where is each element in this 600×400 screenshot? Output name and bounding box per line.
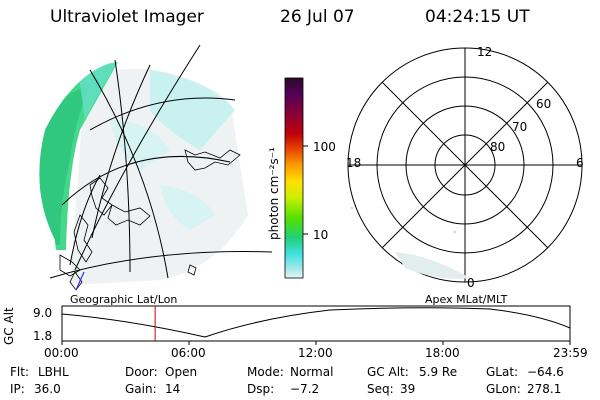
status-dsp-value: −7.2 bbox=[290, 382, 320, 396]
geographic-caption: Geographic Lat/Lon bbox=[70, 293, 178, 306]
status-glat-key: GLat: bbox=[486, 365, 519, 379]
status-ip-key: IP: bbox=[10, 382, 25, 396]
mlat-label-70: 70 bbox=[512, 120, 528, 134]
time-tick-1200: 12:00 bbox=[298, 346, 333, 360]
time-label: 04:24:15 UT bbox=[425, 7, 530, 27]
status-door-key: Door: bbox=[125, 365, 158, 379]
status-glon-value: 278.1 bbox=[527, 382, 562, 396]
mlat-label-60: 60 bbox=[536, 97, 552, 111]
status-glon-key: GLon: bbox=[486, 382, 521, 396]
mlat-label-80: 80 bbox=[490, 140, 506, 154]
status-ip-value: 36.0 bbox=[34, 382, 61, 396]
altitude-tick-bottom: 1.8 bbox=[33, 329, 53, 343]
mlt-label-12: 12 bbox=[477, 45, 493, 59]
status-glat-value: −64.6 bbox=[527, 365, 564, 379]
status-seq-value: 39 bbox=[400, 382, 416, 396]
time-tick-2359: 23:59 bbox=[553, 346, 588, 360]
status-gain-key: Gain: bbox=[125, 382, 157, 396]
altitude-axis-label: GC Alt bbox=[2, 307, 16, 345]
status-flt-value: LBHL bbox=[38, 365, 69, 379]
status-gcalt-key: GC Alt: bbox=[367, 365, 409, 379]
mlt-label-0: 0 bbox=[467, 276, 475, 290]
colorbar-tick-100: 100 bbox=[313, 140, 336, 154]
apex-caption: Apex MLat/MLT bbox=[425, 293, 508, 306]
status-mode-value: Normal bbox=[290, 365, 334, 379]
mlt-label-18: 18 bbox=[346, 156, 362, 170]
instrument-title: Ultraviolet Imager bbox=[50, 7, 204, 27]
colorbar-tick-10: 10 bbox=[313, 228, 329, 242]
altitude-tick-top: 9.0 bbox=[33, 306, 53, 320]
status-dsp-key: Dsp: bbox=[247, 382, 275, 396]
status-mode-key: Mode: bbox=[247, 365, 284, 379]
status-gcalt-value: 5.9 Re bbox=[419, 365, 458, 379]
mlt-label-6: 6 bbox=[576, 156, 584, 170]
date-label: 26 Jul 07 bbox=[280, 7, 355, 27]
time-tick-0000: 00:00 bbox=[44, 346, 79, 360]
time-tick-1800: 18:00 bbox=[425, 346, 460, 360]
status-door-value: Open bbox=[165, 365, 198, 379]
status-seq-key: Seq: bbox=[367, 382, 394, 396]
time-tick-0600: 06:00 bbox=[171, 346, 206, 360]
status-flt-key: Flt: bbox=[10, 365, 29, 379]
status-gain-value: 14 bbox=[165, 382, 181, 396]
